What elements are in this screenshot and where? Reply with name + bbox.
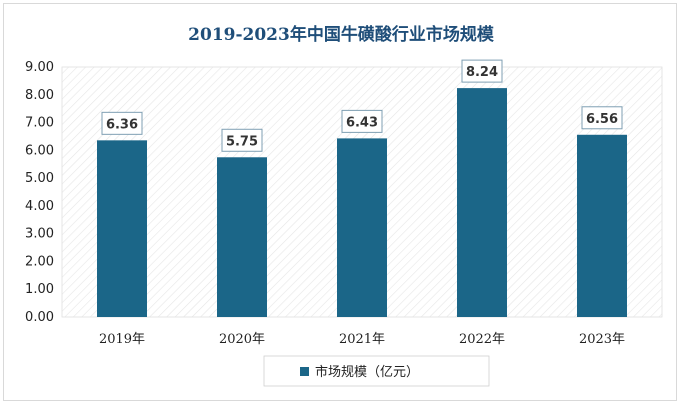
y-tick-label: 7.00: [25, 116, 54, 131]
bar-chart: 2019-2023年中国牛磺酸行业市场规模 0.00 1.00 2.00 3.00 4.…: [25, 24, 663, 387]
y-tick-label: 0.00: [25, 310, 54, 325]
data-label: 6.56: [586, 112, 618, 127]
data-label: 5.75: [226, 134, 258, 149]
y-tick-label: 6.00: [25, 143, 54, 158]
legend: 市场规模（亿元）: [263, 355, 490, 387]
x-tick-label: 2020年: [219, 332, 265, 347]
data-labels-group: 6.36 5.75 6.43 8.24 6.56: [101, 59, 623, 152]
x-tick-label: 2022年: [459, 332, 505, 347]
data-label-box: [101, 111, 143, 135]
legend-swatch: [300, 367, 309, 376]
y-tick-label: 2.00: [25, 254, 54, 269]
legend-label: 市场规模（亿元）: [315, 364, 419, 380]
data-label-box: [341, 109, 383, 133]
y-tick-label: 3.00: [25, 227, 54, 242]
x-tick-label: 2019年: [99, 332, 145, 347]
y-axis: 0.00 1.00 2.00 3.00 4.00 5.00 6.00 7.00 8.00 9.00: [25, 60, 54, 325]
y-tick-label: 9.00: [25, 60, 54, 75]
data-label-box: [461, 59, 503, 83]
chart-frame: 2019-2023年中国牛磺酸行业市场规模 0.00 1.00 2.00 3.00 4.…: [3, 3, 677, 401]
data-label: 6.36: [106, 117, 138, 132]
data-label: 6.43: [346, 115, 378, 130]
bar: [457, 88, 507, 317]
bar: [217, 157, 267, 317]
data-label: 8.24: [466, 65, 498, 80]
x-tick-label: 2023年: [579, 332, 625, 347]
bar: [337, 138, 387, 317]
bars-group: [97, 88, 627, 317]
data-label-box: [221, 128, 263, 152]
chart-title: 2019-2023年中国牛磺酸行业市场规模: [188, 24, 495, 45]
x-axis: 2019年 2020年 2021年 2022年 2023年: [99, 332, 625, 347]
y-tick-label: 8.00: [25, 88, 54, 103]
y-tick-label: 4.00: [25, 199, 54, 214]
bar: [97, 140, 147, 317]
x-tick-label: 2021年: [339, 332, 385, 347]
bar: [577, 134, 627, 317]
y-tick-label: 1.00: [25, 282, 54, 297]
data-label-box: [581, 106, 623, 130]
y-tick-label: 5.00: [25, 171, 54, 186]
